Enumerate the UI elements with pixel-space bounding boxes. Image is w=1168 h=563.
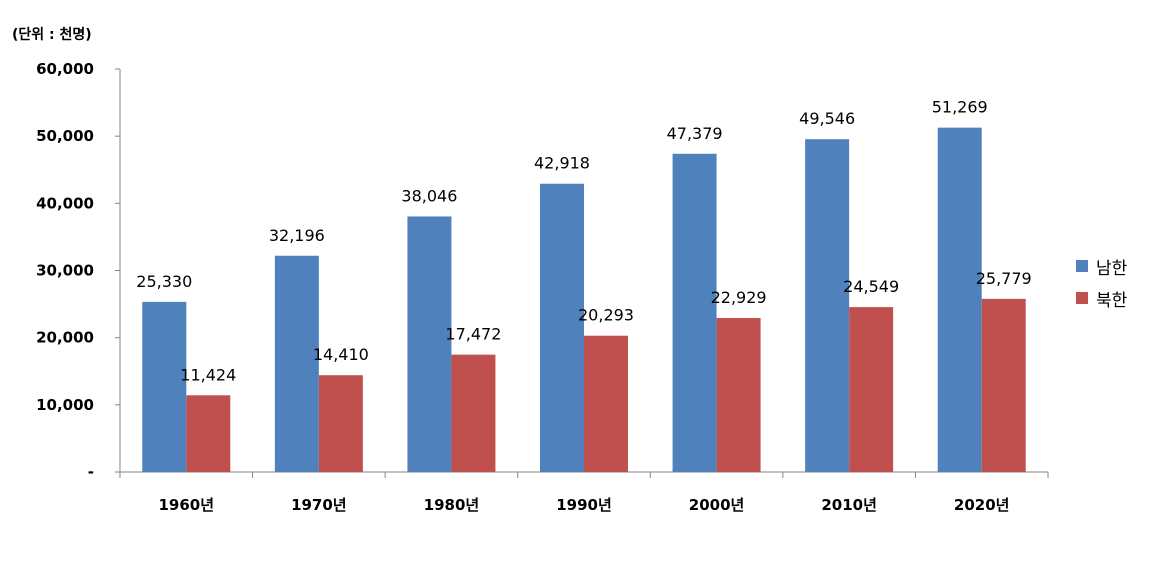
legend-swatch-north [1076, 292, 1088, 304]
x-tick-label: 2010년 [821, 496, 877, 514]
bar-south [805, 139, 850, 472]
x-tick-label: 1960년 [159, 496, 215, 514]
legend-swatch-south [1076, 260, 1088, 272]
legend: 남한 북한 [1076, 256, 1127, 320]
y-tick-label: 20,000 [36, 329, 94, 347]
y-tick-label: 30,000 [36, 262, 94, 280]
x-tick-label: 1970년 [291, 496, 347, 514]
y-tick-label: 60,000 [36, 60, 94, 78]
y-tick-label: 10,000 [36, 396, 94, 414]
x-tick-label: 2020년 [954, 496, 1010, 514]
data-label-north: 14,410 [313, 345, 369, 364]
data-label-south: 49,546 [799, 109, 855, 128]
bar-north [716, 317, 761, 472]
data-label-north: 17,472 [445, 325, 501, 344]
x-tick-label: 2000년 [689, 496, 745, 514]
data-label-north: 20,293 [578, 306, 634, 325]
y-tick-label: 50,000 [36, 127, 94, 145]
y-tick-label: - [88, 463, 94, 481]
bar-north [849, 307, 894, 472]
legend-item-north: 북한 [1076, 288, 1128, 311]
data-label-south: 51,269 [932, 98, 988, 117]
data-label-north: 22,929 [711, 288, 767, 307]
bar-north [186, 395, 231, 472]
legend-label-north: 북한 [1096, 290, 1128, 311]
bar-north [584, 335, 628, 472]
data-label-north: 25,779 [976, 269, 1032, 288]
data-label-south: 47,379 [667, 124, 723, 143]
bar-south [142, 301, 187, 472]
data-label-north: 11,424 [180, 365, 236, 384]
bar-south [937, 127, 982, 472]
bar-south [274, 255, 319, 472]
y-tick-label: 40,000 [36, 194, 94, 212]
legend-item-south: 남한 [1076, 256, 1128, 279]
legend-label-south: 남한 [1096, 258, 1128, 279]
bar-south [672, 153, 717, 472]
bar-north [981, 298, 1026, 472]
data-label-south: 32,196 [269, 226, 325, 245]
x-tick-label: 1980년 [424, 496, 480, 514]
bar-south [407, 216, 452, 472]
data-label-south: 38,046 [401, 186, 457, 205]
data-label-south: 42,918 [534, 154, 590, 173]
unit-label: (단위 : 천명) [12, 27, 92, 43]
data-label-south: 25,330 [136, 272, 192, 291]
data-label-north: 24,549 [843, 277, 899, 296]
x-tick-label: 1990년 [556, 496, 612, 514]
bar-north [451, 354, 496, 472]
bar-north [318, 375, 363, 472]
bar-south [540, 183, 584, 472]
